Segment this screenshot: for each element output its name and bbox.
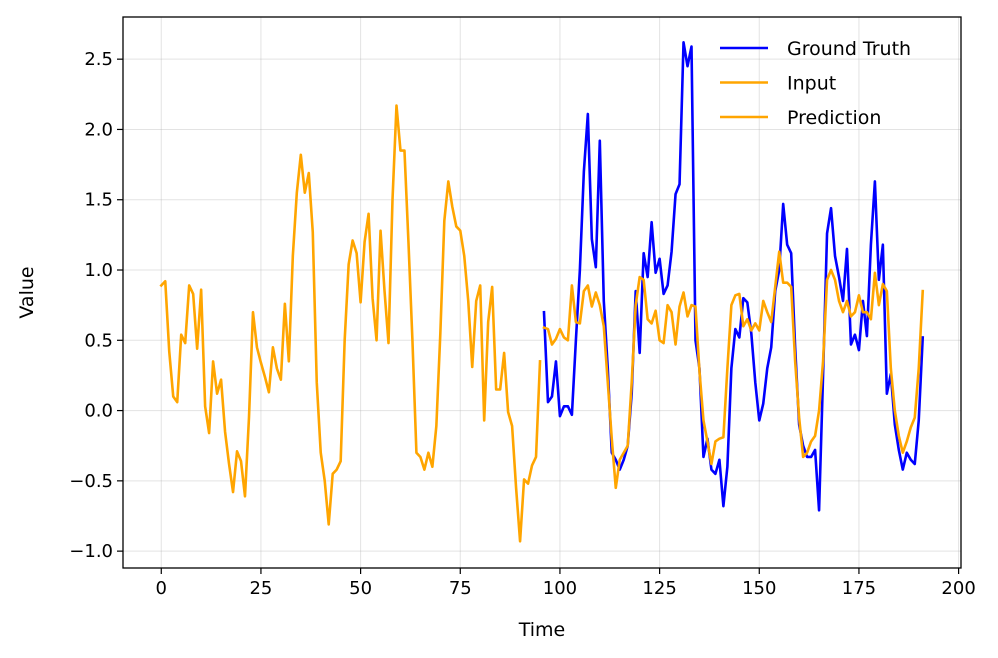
y-axis: −1.0 −0.5 0.0 0.5 1.0 1.5 2.0 2.5 xyxy=(69,49,123,562)
legend-label: Input xyxy=(787,73,836,95)
x-tick-label: 75 xyxy=(449,578,472,599)
x-tick-label: 175 xyxy=(842,578,876,599)
legend-label: Prediction xyxy=(787,107,881,129)
y-tick-label: −1.0 xyxy=(69,541,113,562)
x-tick-label: 50 xyxy=(349,578,372,599)
y-tick-label: −0.5 xyxy=(69,471,113,492)
y-tick-label: 1.0 xyxy=(84,260,113,281)
x-tick-label: 25 xyxy=(249,578,272,599)
x-tick-label: 200 xyxy=(941,578,975,599)
y-tick-label: 2.0 xyxy=(84,119,113,140)
x-tick-label: 0 xyxy=(156,578,167,599)
y-tick-label: 2.5 xyxy=(84,49,113,70)
x-tick-label: 125 xyxy=(642,578,676,599)
series-line-prediction xyxy=(542,250,925,490)
y-tick-label: 0.0 xyxy=(84,401,113,422)
legend-label: Ground Truth xyxy=(787,38,911,60)
y-axis-label: Value xyxy=(16,266,38,318)
x-axis-label: Time xyxy=(518,619,566,641)
x-tick-label: 100 xyxy=(543,578,577,599)
y-tick-label: 0.5 xyxy=(84,330,113,351)
plot-frame xyxy=(122,16,962,569)
x-tick-label: 150 xyxy=(742,578,776,599)
y-tick-label: 1.5 xyxy=(84,190,113,211)
x-axis: 0 25 50 75 100 125 150 175 200 xyxy=(156,568,976,599)
legend: Ground Truth Input Prediction xyxy=(720,38,911,129)
series-lines xyxy=(159,40,925,543)
series-line-input xyxy=(159,104,542,543)
grid xyxy=(123,17,961,568)
